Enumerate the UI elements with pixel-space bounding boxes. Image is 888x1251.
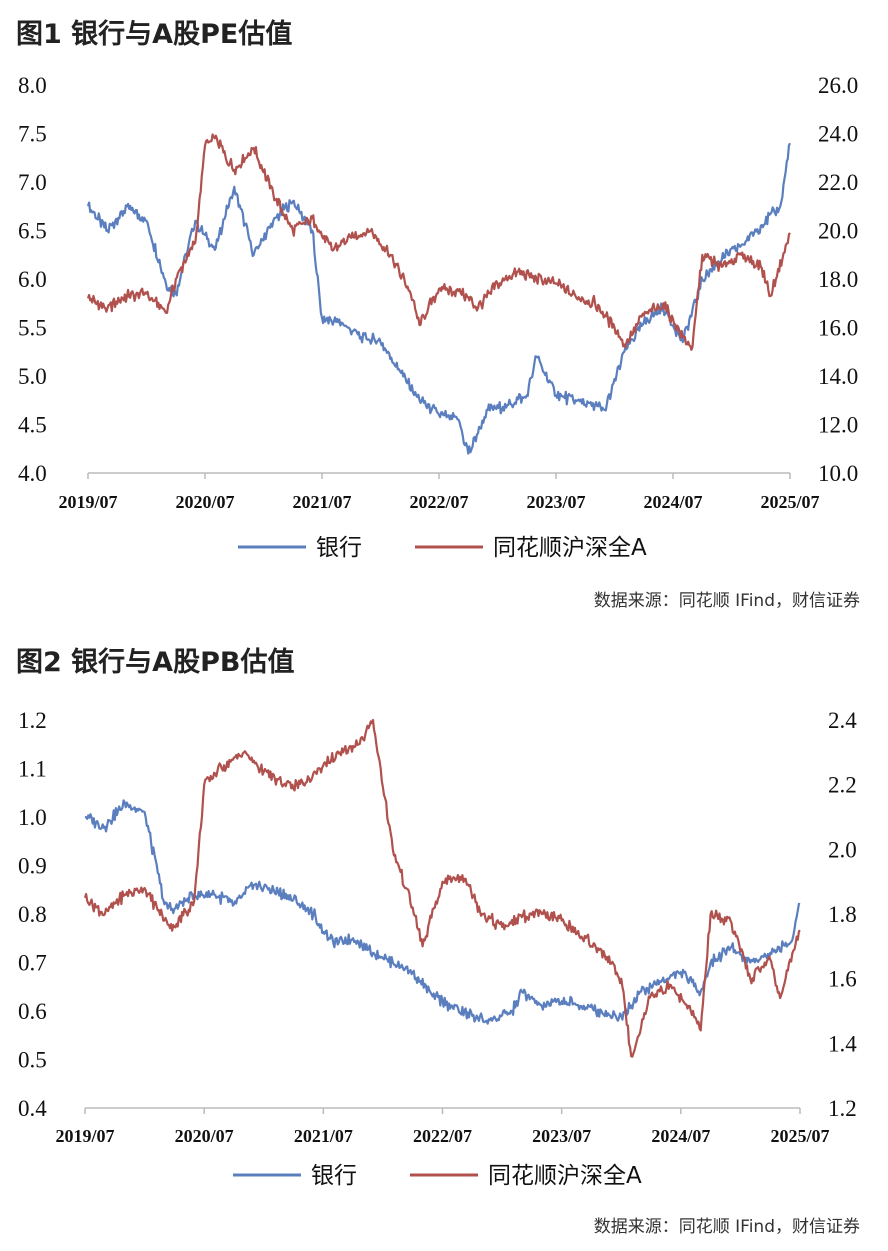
y-left-tick-label: 7.5 (18, 122, 47, 147)
series-line-all-a (86, 133, 791, 351)
x-tick-label: 2025/07 (760, 492, 819, 512)
pb-chart: 0.4 0.5 0.6 0.7 0.8 0.9 1.0 1.1 1.2 1.2 1.4 1.6 1.8 2… (18, 708, 857, 1189)
x-tick-label: 2023/07 (526, 492, 585, 512)
y-left-tick-label: 5.5 (18, 316, 47, 341)
y-right-tick-label: 10.0 (818, 461, 858, 486)
y-right-tick-label: 1.8 (828, 902, 857, 927)
x-tick-label: 2020/07 (175, 1126, 234, 1146)
pe-chart: 4.0 4.5 5.0 5.5 6.0 6.5 7.0 7.5 8.0 10.0 12.0 14.0 1… (18, 73, 858, 561)
x-tick-label: 2025/07 (770, 1126, 829, 1146)
legend-label-all-a: 同花顺沪深全A (493, 535, 647, 561)
y-right-tick-label: 20.0 (818, 219, 858, 244)
x-tick-label: 2021/07 (294, 1126, 353, 1146)
x-tick-label: 2024/07 (643, 492, 702, 512)
x-tick-label: 2019/07 (55, 1126, 114, 1146)
x-tick-label: 2021/07 (292, 492, 351, 512)
series-line-bank (84, 799, 801, 1025)
y-right-tick-label: 2.2 (828, 773, 857, 798)
chart2-title: 图2 银行与A股PB估值 (16, 647, 295, 678)
y-left-tick-label: 1.1 (18, 757, 47, 782)
y-right-tick-label: 22.0 (818, 170, 858, 195)
y-left-tick-label: 0.8 (18, 902, 47, 927)
x-tick-label: 2022/07 (413, 1126, 472, 1146)
y-left-tick-label: 0.9 (18, 854, 47, 879)
x-tick-label: 2024/07 (651, 1126, 710, 1146)
legend-label-all-a: 同花顺沪深全A (488, 1163, 642, 1189)
y-right-tick-label: 26.0 (818, 73, 858, 98)
y-right-tick-label: 2.4 (828, 708, 857, 733)
y-left-tick-label: 6.5 (18, 219, 47, 244)
chart2-source: 数据来源：同花顺 IFind，财信证券 (593, 1217, 860, 1237)
chart1-title: 图1 银行与A股PE估值 (16, 19, 293, 50)
y-right-tick-label: 1.2 (828, 1096, 857, 1121)
y-left-tick-label: 4.5 (18, 413, 47, 438)
y-right-tick-label: 1.4 (828, 1031, 857, 1056)
x-tick-label: 2020/07 (175, 492, 234, 512)
y-left-tick-label: 0.5 (18, 1048, 47, 1073)
series-line-all-a (83, 718, 801, 1058)
y-left-tick-label: 0.7 (18, 951, 47, 976)
y-right-tick-label: 2.0 (828, 837, 857, 862)
y-right-tick-label: 18.0 (818, 267, 858, 292)
y-left-tick-label: 6.0 (18, 267, 47, 292)
y-left-tick-label: 5.0 (18, 364, 47, 389)
x-tick-label: 2019/07 (58, 492, 117, 512)
y-right-tick-label: 12.0 (818, 413, 858, 438)
series-line-bank (86, 142, 791, 455)
y-left-tick-label: 0.6 (18, 999, 47, 1024)
x-tick-label: 2023/07 (532, 1126, 591, 1146)
y-left-tick-label: 0.4 (18, 1096, 47, 1121)
y-left-tick-label: 7.0 (18, 170, 47, 195)
legend-label-bank: 银行 (316, 535, 362, 561)
y-left-tick-label: 1.0 (18, 805, 47, 830)
y-right-tick-label: 16.0 (818, 316, 858, 341)
y-left-tick-label: 8.0 (18, 73, 47, 98)
y-left-tick-label: 1.2 (18, 708, 47, 733)
y-right-tick-label: 1.6 (828, 967, 857, 992)
y-right-tick-label: 24.0 (818, 122, 858, 147)
y-right-tick-label: 14.0 (818, 364, 858, 389)
chart1-source: 数据来源：同花顺 IFind，财信证券 (593, 591, 860, 611)
y-left-tick-label: 4.0 (18, 461, 47, 486)
x-tick-label: 2022/07 (409, 492, 468, 512)
legend-label-bank: 银行 (311, 1163, 357, 1189)
